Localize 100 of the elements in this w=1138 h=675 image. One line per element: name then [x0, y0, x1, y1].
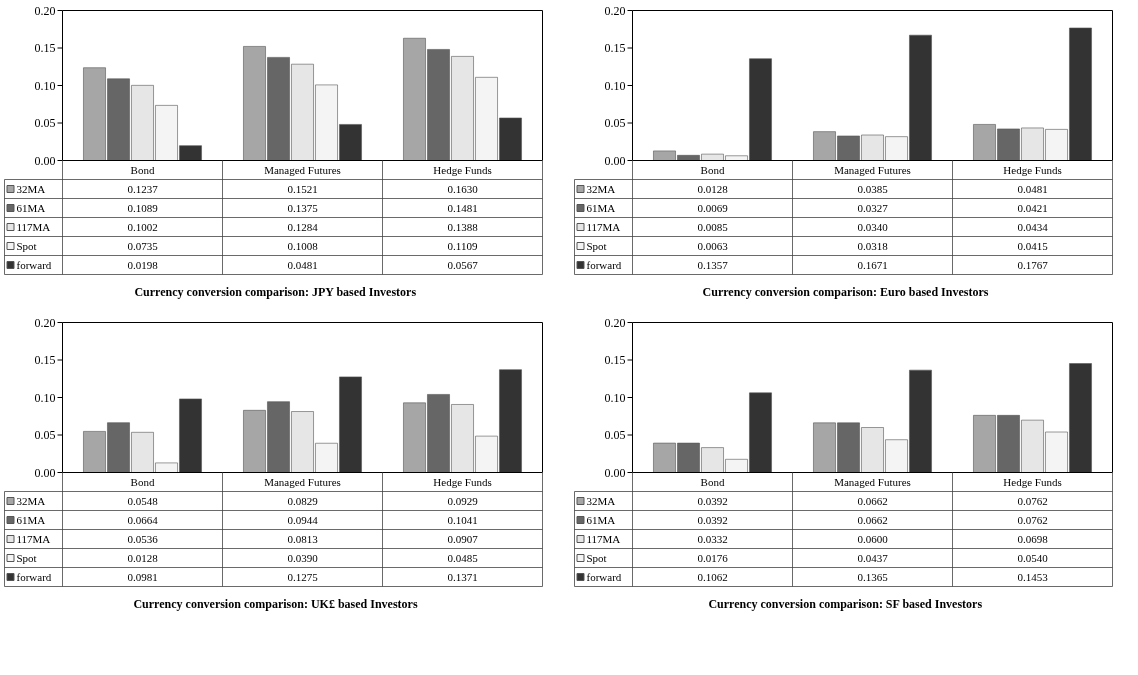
data-label: 0.1365 — [857, 570, 889, 583]
y-tick-label: 0.05 — [34, 428, 56, 442]
data-label: 0.0829 — [287, 494, 319, 507]
legend-label: 117MA — [586, 533, 621, 545]
legend-label: Spot — [586, 552, 607, 564]
x-tick-label: Hedge Funds — [433, 476, 492, 488]
data-label: 0.0548 — [127, 494, 159, 507]
data-label: 0.0536 — [127, 532, 159, 545]
data-label: 0.0327 — [857, 201, 889, 214]
data-label: 0.0085 — [697, 220, 729, 233]
y-tick-label: 0.00 — [604, 153, 626, 168]
legend-label: 61MA — [586, 202, 616, 214]
y-tick-label: 0.15 — [604, 41, 626, 55]
data-label: 0.1275 — [287, 570, 319, 583]
legend-label: forward — [586, 259, 622, 271]
legend-label: 61MA — [16, 202, 46, 214]
x-tick-label: Managed Futures — [834, 476, 911, 488]
text: Currency conversion comparison: JPY based Investors — [134, 284, 417, 299]
data-label: 0.1089 — [127, 201, 159, 214]
data-label: 0.1767 — [1017, 258, 1049, 271]
data-label: 0.0437 — [857, 551, 889, 564]
y-tick-label: 0.20 — [34, 3, 56, 18]
text: Currency conversion comparison: Euro based Investors — [702, 284, 989, 299]
y-tick-label: 0.10 — [34, 390, 56, 405]
data-label: 0.0128 — [127, 551, 159, 564]
legend-label: 61MA — [16, 514, 46, 526]
data-label: 0.0340 — [857, 220, 889, 233]
legend-label: 117MA — [16, 221, 51, 233]
data-label: 0.0540 — [1017, 551, 1049, 564]
data-label: 0.1671 — [857, 258, 888, 271]
y-tick-label: 0.15 — [34, 353, 56, 367]
x-tick-label: Hedge Funds — [433, 164, 492, 176]
x-tick-label: Hedge Funds — [1003, 476, 1062, 488]
y-tick-label: 0.15 — [34, 41, 56, 55]
legend-label: Spot — [16, 240, 37, 252]
data-label: 0.0907 — [447, 532, 479, 545]
data-label: 0.0481 — [1017, 182, 1048, 195]
data-label: 0.1371 — [447, 570, 478, 583]
data-label: 0.0128 — [697, 182, 729, 195]
data-label: 0.0385 — [857, 182, 889, 195]
data-label: 0.0481 — [287, 258, 318, 271]
y-tick-label: 0.05 — [604, 428, 626, 442]
x-tick-label: Bond — [130, 476, 155, 488]
legend-label: forward — [16, 571, 52, 583]
text: Currency conversion comparison: UK£ based Investors — [133, 596, 418, 611]
data-label: 0.0662 — [857, 513, 888, 526]
data-label: 0.0762 — [1017, 513, 1048, 526]
data-label: 0.0929 — [447, 494, 479, 507]
data-label: 0.1008 — [287, 239, 319, 252]
legend-label: 32MA — [16, 495, 46, 507]
x-tick-label: Bond — [700, 476, 725, 488]
data-label: 0.0332 — [697, 532, 728, 545]
data-label: 0.0485 — [447, 551, 479, 564]
text: Currency conversion comparison: SF based Investors — [708, 596, 983, 611]
legend-label: 117MA — [16, 533, 51, 545]
legend-label: 117MA — [586, 221, 621, 233]
x-tick-label: Bond — [130, 164, 155, 176]
data-label: 0.1453 — [1017, 570, 1049, 583]
data-label: 0.0069 — [697, 201, 729, 214]
data-label: 0.0981 — [127, 570, 158, 583]
data-label: 0.1284 — [287, 220, 319, 233]
y-tick-label: 0.00 — [604, 465, 626, 480]
y-tick-label: 0.20 — [604, 315, 626, 330]
data-label: 0.1237 — [127, 182, 159, 195]
data-label: 0.1109 — [447, 239, 478, 252]
data-label: 0.0735 — [127, 239, 159, 252]
legend-label: 32MA — [586, 183, 616, 195]
data-label: 0.1481 — [447, 201, 478, 214]
data-label: 0.0392 — [697, 513, 728, 526]
legend-label: forward — [16, 259, 52, 271]
data-label: 0.0392 — [697, 494, 728, 507]
data-label: 0.0944 — [287, 513, 319, 526]
data-label: 0.0698 — [1017, 532, 1049, 545]
data-label: 0.1062 — [697, 570, 728, 583]
data-label: 0.1357 — [697, 258, 729, 271]
data-label: 0.1375 — [287, 201, 319, 214]
data-label: 0.1041 — [447, 513, 478, 526]
data-label: 0.1630 — [447, 182, 479, 195]
legend-label: Spot — [16, 552, 37, 564]
y-tick-label: 0.20 — [34, 315, 56, 330]
data-label: 0.0762 — [1017, 494, 1048, 507]
y-tick-label: 0.10 — [604, 78, 626, 93]
data-label: 0.0567 — [447, 258, 479, 271]
data-label: 0.0600 — [857, 532, 889, 545]
x-tick-label: Managed Futures — [264, 164, 341, 176]
x-tick-label: Managed Futures — [264, 476, 341, 488]
data-label: 0.0415 — [1017, 239, 1049, 252]
legend-label: forward — [586, 571, 622, 583]
data-label: 0.0318 — [857, 239, 889, 252]
data-label: 0.0176 — [697, 551, 729, 564]
x-tick-label: Hedge Funds — [1003, 164, 1062, 176]
data-label: 0.0662 — [857, 494, 888, 507]
y-tick-label: 0.00 — [34, 465, 56, 480]
x-tick-label: Bond — [700, 164, 725, 176]
data-label: 0.1388 — [447, 220, 479, 233]
data-label: 0.0664 — [127, 513, 159, 526]
data-label: 0.0063 — [697, 239, 729, 252]
data-label: 0.1521 — [287, 182, 318, 195]
y-tick-label: 0.05 — [604, 116, 626, 130]
data-label: 0.0434 — [1017, 220, 1049, 233]
